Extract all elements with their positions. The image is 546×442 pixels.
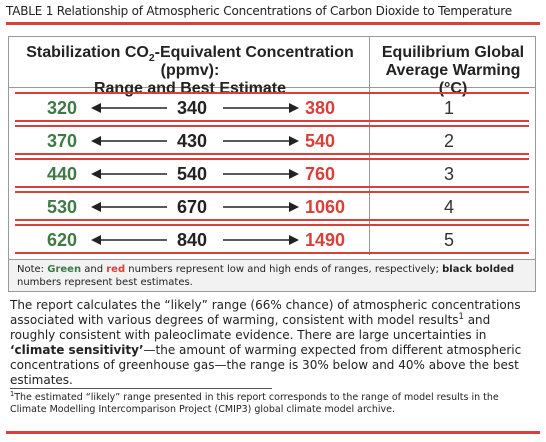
rule	[6, 22, 540, 25]
low-value: 440	[47, 164, 78, 184]
note-green: Green	[47, 264, 82, 275]
footnote-rule	[10, 388, 272, 389]
arrow-head	[289, 235, 299, 245]
low-value: 530	[47, 197, 78, 217]
best-value: 540	[177, 164, 208, 184]
warming-value: 3	[443, 164, 454, 184]
note-text: and	[81, 264, 107, 275]
note-text: Note:	[17, 264, 48, 275]
range-header: Stabilization CO2-Equivalent Concentrati…	[9, 44, 371, 98]
footnote-ref: 1	[458, 311, 464, 321]
arrow	[223, 103, 299, 113]
arrow	[91, 169, 167, 179]
arrow-head	[91, 136, 101, 146]
arrow-head	[91, 202, 101, 212]
low-value: 620	[47, 230, 78, 250]
note-bold: black bolded	[442, 264, 515, 275]
low-value: 370	[47, 131, 78, 151]
column-divider	[369, 37, 370, 255]
table: Stabilization CO2-Equivalent Concentrati…	[8, 36, 536, 292]
arrow	[223, 202, 299, 212]
best-value: 430	[177, 131, 208, 151]
header-text: Stabilization CO	[26, 44, 149, 61]
arrow	[223, 169, 299, 179]
para-text: The report calculates the “likely” range…	[10, 298, 521, 327]
arrow	[223, 136, 299, 146]
high-value: 1060	[305, 197, 346, 217]
table-row: 440 540 760 3	[15, 158, 529, 188]
warming-value: 1	[443, 98, 454, 118]
warming-header: Equilibrium Global Average Warming (°C)	[381, 44, 525, 97]
warming-value: 4	[443, 197, 454, 217]
arrow-head	[289, 169, 299, 179]
table-row: 530 670 1060 4	[15, 191, 529, 221]
table-title: TABLE 1 Relationship of Atmospheric Conc…	[6, 4, 512, 18]
high-value: 540	[305, 131, 336, 151]
arrow-head	[91, 103, 101, 113]
paragraph: The report calculates the “likely” range…	[10, 298, 530, 388]
best-value: 340	[177, 98, 208, 118]
note: Note: Green and red numbers represent lo…	[9, 259, 535, 291]
table-row: 320 340 380 1	[15, 92, 529, 122]
footnote: 1The estimated “likely” range presented …	[10, 389, 530, 416]
table-row: 370 430 540 2	[15, 125, 529, 155]
arrow	[223, 235, 299, 245]
arrow-head	[289, 202, 299, 212]
rule	[6, 431, 540, 434]
para-text: and roughly consistent with paleoclimate…	[10, 313, 491, 342]
header-text: -Equivalent Concentration (ppmv):	[154, 44, 354, 79]
high-value: 380	[305, 98, 336, 118]
best-value: 840	[177, 230, 208, 250]
note-red: red	[106, 264, 126, 275]
footnote-marker: 1	[10, 389, 15, 398]
arrow	[91, 136, 167, 146]
note-text: numbers represent low and high ends of r…	[125, 264, 443, 275]
arrow	[91, 235, 167, 245]
arrow-head	[91, 235, 101, 245]
subscript: 2	[148, 53, 155, 65]
footnote-text: The estimated “likely” range presented i…	[10, 392, 499, 415]
arrow-head	[91, 169, 101, 179]
high-value: 1490	[305, 230, 346, 250]
low-value: 320	[47, 98, 78, 118]
arrow	[91, 103, 167, 113]
warming-value: 2	[443, 131, 454, 151]
para-bold: ‘climate sensitivity’	[10, 343, 144, 357]
best-value: 670	[177, 197, 208, 217]
warming-value: 5	[443, 230, 454, 250]
note-text: numbers represent best estimates.	[17, 277, 193, 288]
arrow	[91, 202, 167, 212]
arrow-head	[289, 103, 299, 113]
table-row: 620 840 1490 5	[15, 224, 529, 254]
high-value: 760	[305, 164, 336, 184]
para-text: —the amount of warming expected from dif…	[10, 343, 522, 387]
table-header: Stabilization CO2-Equivalent Concentrati…	[9, 37, 535, 97]
arrow-head	[289, 136, 299, 146]
